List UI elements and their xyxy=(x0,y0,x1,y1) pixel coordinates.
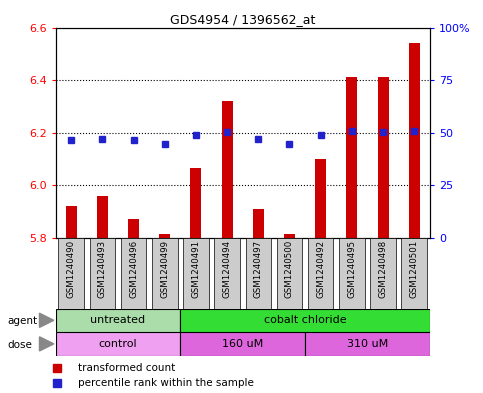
Text: GSM1240498: GSM1240498 xyxy=(379,240,387,298)
Text: transformed count: transformed count xyxy=(78,363,175,373)
Text: GSM1240500: GSM1240500 xyxy=(285,240,294,298)
Bar xyxy=(180,332,305,356)
Bar xyxy=(370,238,396,309)
Bar xyxy=(409,43,420,238)
Text: GSM1240499: GSM1240499 xyxy=(160,240,169,298)
Text: cobalt chloride: cobalt chloride xyxy=(264,315,346,325)
Polygon shape xyxy=(40,313,54,327)
Text: GSM1240495: GSM1240495 xyxy=(347,240,356,298)
Bar xyxy=(378,77,388,238)
Bar xyxy=(346,77,357,238)
Bar xyxy=(128,219,139,238)
Bar xyxy=(89,238,115,309)
Bar xyxy=(159,234,170,238)
Bar xyxy=(58,238,84,309)
Text: untreated: untreated xyxy=(90,315,145,325)
Text: GSM1240501: GSM1240501 xyxy=(410,240,419,298)
Text: agent: agent xyxy=(7,316,37,327)
Bar xyxy=(308,238,333,309)
Bar xyxy=(152,238,178,309)
Text: percentile rank within the sample: percentile rank within the sample xyxy=(78,378,254,387)
Bar xyxy=(339,238,365,309)
Bar xyxy=(305,332,430,356)
Bar xyxy=(56,332,180,356)
Bar xyxy=(245,238,271,309)
Bar xyxy=(56,309,180,332)
Bar xyxy=(214,238,240,309)
Text: GSM1240492: GSM1240492 xyxy=(316,240,325,298)
Bar xyxy=(315,159,326,238)
Text: GSM1240497: GSM1240497 xyxy=(254,240,263,298)
Bar xyxy=(66,206,77,238)
Text: 160 uM: 160 uM xyxy=(222,339,263,349)
Bar xyxy=(284,234,295,238)
Text: GSM1240490: GSM1240490 xyxy=(67,240,76,298)
Polygon shape xyxy=(40,337,54,351)
Text: control: control xyxy=(99,339,137,349)
Bar xyxy=(277,238,302,309)
Bar xyxy=(97,196,108,238)
Bar xyxy=(183,238,209,309)
Text: dose: dose xyxy=(7,340,32,350)
Bar xyxy=(253,209,264,238)
Title: GDS4954 / 1396562_at: GDS4954 / 1396562_at xyxy=(170,13,315,26)
Bar xyxy=(121,238,146,309)
Text: GSM1240491: GSM1240491 xyxy=(191,240,200,298)
Text: 310 uM: 310 uM xyxy=(347,339,388,349)
Bar xyxy=(180,309,430,332)
Bar xyxy=(222,101,233,238)
Text: GSM1240496: GSM1240496 xyxy=(129,240,138,298)
Text: GSM1240494: GSM1240494 xyxy=(223,240,232,298)
Text: GSM1240493: GSM1240493 xyxy=(98,240,107,298)
Bar xyxy=(190,168,201,238)
Bar xyxy=(401,238,427,309)
